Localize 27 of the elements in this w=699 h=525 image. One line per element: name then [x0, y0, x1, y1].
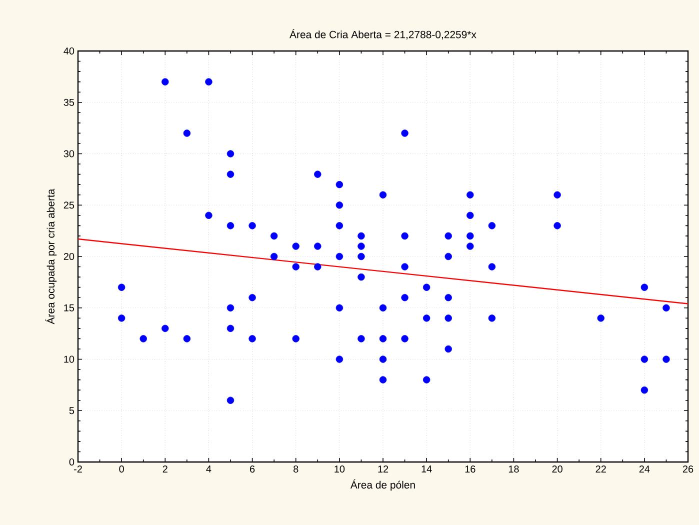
x-tick-label: 24	[639, 466, 650, 472]
x-tick-label: 20	[552, 466, 562, 473]
x-tick-label: 10	[334, 466, 345, 473]
y-tick-label: 15	[64, 304, 74, 312]
x-tick-label: 4	[206, 466, 212, 472]
x-tick-label: 0	[119, 466, 124, 473]
y-tick-label: 10	[64, 356, 74, 363]
x-tick-label: 2	[162, 466, 168, 472]
y-tick-label: 35	[64, 98, 74, 106]
y-tick-label: 30	[64, 150, 74, 158]
y-axis-title: Área ocupada por cria aberta	[45, 188, 57, 324]
x-tick-label: 14	[422, 466, 432, 472]
x-tick-label: 22	[596, 466, 606, 472]
x-tick-label: 26	[682, 466, 694, 473]
x-axis-title: Área de pólen	[350, 479, 415, 491]
y-tick-label: 20	[64, 252, 74, 260]
x-tick-label: 12	[378, 466, 388, 472]
x-tick-label: 16	[465, 466, 476, 473]
x-tick-label: 8	[294, 466, 298, 473]
y-tick-label: 0	[69, 458, 74, 466]
x-tick-label: 18	[508, 466, 519, 473]
y-tick-label: 25	[64, 202, 74, 209]
y-tick-label: 40	[64, 47, 74, 55]
chart-title: Área de Cria Aberta = 21,2788-0,2259*x	[290, 29, 476, 40]
x-tick-label: 6	[250, 466, 255, 473]
x-tick-label: -2	[74, 466, 82, 472]
y-tick-label: 5	[69, 407, 74, 414]
